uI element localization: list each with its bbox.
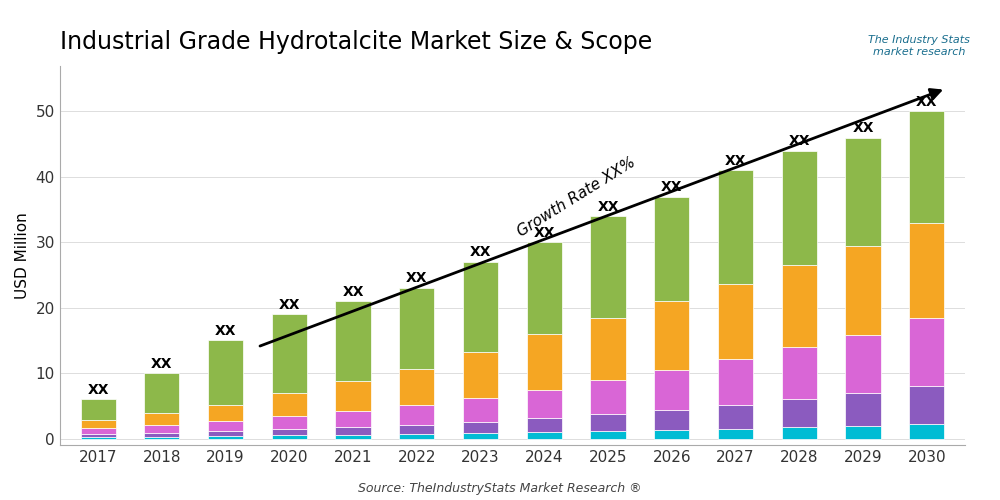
Text: XX: XX <box>342 284 364 298</box>
Text: XX: XX <box>151 356 173 370</box>
Bar <box>335 411 371 427</box>
Bar <box>527 242 562 334</box>
Text: XX: XX <box>406 272 428 285</box>
Y-axis label: USD Million: USD Million <box>15 212 30 299</box>
Bar <box>208 432 243 436</box>
Bar <box>208 340 243 404</box>
Bar <box>399 405 434 424</box>
Bar <box>463 422 498 434</box>
Bar <box>399 434 434 438</box>
Bar <box>463 434 498 438</box>
Bar <box>272 436 307 438</box>
Bar <box>272 416 307 429</box>
Text: XX: XX <box>661 180 683 194</box>
Bar <box>654 196 689 301</box>
Bar <box>782 150 817 265</box>
Bar <box>463 352 498 398</box>
Bar <box>144 414 179 425</box>
Bar <box>718 429 753 438</box>
Text: XX: XX <box>789 134 810 148</box>
Text: XX: XX <box>279 298 300 312</box>
Bar <box>81 420 116 428</box>
Bar <box>335 382 371 411</box>
Bar <box>527 390 562 418</box>
Bar <box>335 435 371 438</box>
Bar <box>335 427 371 435</box>
Text: XX: XX <box>215 324 236 338</box>
Text: XX: XX <box>87 382 109 396</box>
Bar <box>527 418 562 432</box>
Bar <box>590 414 626 432</box>
Bar <box>144 425 179 433</box>
Bar <box>845 394 881 426</box>
Bar <box>81 400 116 420</box>
Bar <box>399 288 434 369</box>
Bar <box>527 432 562 438</box>
Bar <box>654 430 689 438</box>
Bar <box>272 393 307 415</box>
Bar <box>782 265 817 347</box>
Bar <box>782 400 817 427</box>
Bar <box>399 424 434 434</box>
Bar <box>718 170 753 283</box>
Text: XX: XX <box>916 95 938 109</box>
Text: XX: XX <box>534 226 555 239</box>
Bar <box>909 386 944 424</box>
Bar <box>654 370 689 410</box>
Bar <box>718 404 753 429</box>
Bar <box>527 334 562 390</box>
Bar <box>590 318 626 380</box>
Bar <box>909 424 944 438</box>
Bar <box>782 347 817 400</box>
Bar <box>144 433 179 436</box>
Text: XX: XX <box>470 246 491 260</box>
Bar <box>590 216 626 318</box>
Text: XX: XX <box>852 121 874 135</box>
Text: The Industry Stats
market research: The Industry Stats market research <box>868 35 970 56</box>
Bar <box>654 410 689 430</box>
Bar <box>81 437 116 438</box>
Bar <box>909 222 944 318</box>
Bar <box>208 436 243 438</box>
Bar <box>335 301 371 382</box>
Bar <box>399 369 434 405</box>
Bar <box>208 404 243 421</box>
Bar <box>909 318 944 386</box>
Bar <box>144 373 179 414</box>
Text: Growth Rate XX%: Growth Rate XX% <box>514 154 638 239</box>
Text: Source: TheIndustryStats Market Research ®: Source: TheIndustryStats Market Research… <box>358 482 642 495</box>
Bar <box>463 398 498 421</box>
Bar <box>590 432 626 438</box>
Bar <box>272 314 307 393</box>
Bar <box>81 434 116 437</box>
Bar <box>845 246 881 334</box>
Bar <box>718 284 753 359</box>
Text: Industrial Grade Hydrotalcite Market Size & Scope: Industrial Grade Hydrotalcite Market Siz… <box>60 30 652 54</box>
Text: XX: XX <box>597 200 619 213</box>
Bar <box>654 301 689 370</box>
Bar <box>782 428 817 438</box>
Bar <box>272 429 307 436</box>
Bar <box>81 428 116 434</box>
Bar <box>590 380 626 414</box>
Text: XX: XX <box>725 154 746 168</box>
Bar <box>718 359 753 405</box>
Bar <box>463 262 498 352</box>
Bar <box>845 426 881 438</box>
Bar <box>845 334 881 394</box>
Bar <box>845 138 881 246</box>
Bar <box>208 421 243 432</box>
Bar <box>144 436 179 438</box>
Bar <box>909 112 944 222</box>
